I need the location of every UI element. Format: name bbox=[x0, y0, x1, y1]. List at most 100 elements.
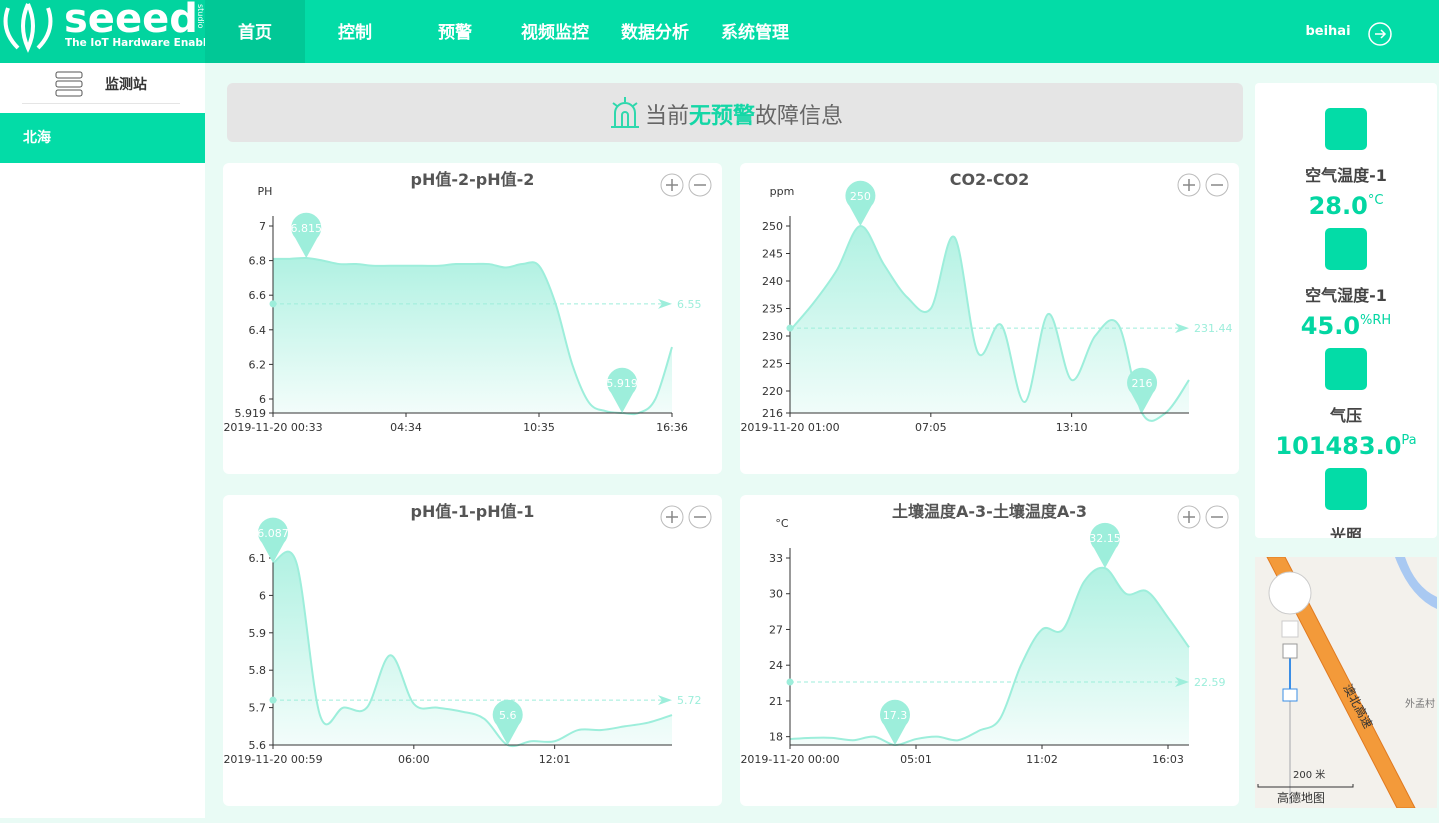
chart: CO2-CO2 ppm 216 220 225 230 235 240 245 250 2019-1… bbox=[740, 170, 1232, 434]
x-tick-label: 16:36 bbox=[656, 421, 688, 434]
average-arrow bbox=[658, 298, 672, 309]
y-tick-label: 245 bbox=[762, 248, 783, 261]
zoom-level bbox=[1289, 657, 1291, 695]
station-item[interactable]: 北海 bbox=[0, 113, 205, 163]
zoom-track bbox=[1289, 644, 1291, 804]
y-tick-label: 24 bbox=[769, 659, 783, 672]
alert-text: 当前无预警故障信息 bbox=[645, 98, 843, 130]
pin-label: 32.15 bbox=[1089, 532, 1121, 545]
zoom-in[interactable] bbox=[1282, 643, 1298, 659]
x-tick-label: 2019-11-20 00:59 bbox=[223, 753, 322, 766]
zoom-button[interactable] bbox=[1205, 505, 1229, 529]
average-arrow bbox=[658, 695, 672, 706]
y-tick-label: 5.919 bbox=[235, 407, 267, 420]
y-unit: PH bbox=[258, 185, 273, 198]
y-tick-label: 5.6 bbox=[249, 739, 267, 752]
chart-card: 土壤温度A-3-土壤温度A-3 °C 18 21 24 27 30 33 2019-11-20 … bbox=[740, 495, 1239, 806]
zoom-button[interactable] bbox=[688, 505, 712, 529]
y-tick-label: 220 bbox=[762, 385, 783, 398]
average-start bbox=[269, 300, 277, 308]
zoom-button[interactable] bbox=[1177, 505, 1201, 529]
alert-prefix: 当前 bbox=[645, 104, 690, 129]
x-tick-label: 12:01 bbox=[539, 753, 571, 766]
logo-side: studio bbox=[196, 4, 205, 29]
average-arrow bbox=[1175, 323, 1189, 334]
mark-pin bbox=[607, 367, 638, 413]
zoom-out[interactable] bbox=[1282, 688, 1298, 702]
area bbox=[790, 225, 1189, 421]
average-label: 6.55 bbox=[677, 298, 702, 311]
zoom-button[interactable] bbox=[660, 173, 684, 197]
map-canvas: 澳北高速 外孟村 200 米 高德地图 bbox=[1257, 557, 1437, 808]
y-tick-label: 6 bbox=[259, 589, 266, 602]
y-tick-label: 225 bbox=[762, 358, 783, 371]
zoom-button[interactable] bbox=[660, 505, 684, 529]
sensor-name: 光照 bbox=[1329, 526, 1362, 538]
chart-title: CO2-CO2 bbox=[950, 170, 1030, 189]
user-name[interactable]: beihai bbox=[1305, 24, 1351, 39]
alert-suffix: 故障信息 bbox=[755, 104, 844, 129]
sensor-name: 空气温度-1 bbox=[1305, 166, 1387, 185]
y-tick-label: 240 bbox=[762, 275, 783, 288]
line bbox=[789, 566, 1190, 747]
chart-card: pH值-2-pH值-2 PH 5.919 6 6.2 6.4 6.6 6.8 7 2019-11-… bbox=[223, 163, 722, 474]
y-tick-label: 6 bbox=[259, 393, 266, 406]
mark-pin bbox=[1090, 522, 1120, 569]
nav-item[interactable]: 视频监控 bbox=[521, 23, 589, 43]
sensor-icon bbox=[1325, 348, 1367, 390]
chart-title: pH值-1-pH值-1 bbox=[411, 502, 535, 521]
y-tick-label: 6.8 bbox=[249, 255, 267, 268]
average-label: 5.72 bbox=[677, 694, 702, 707]
provider-label: 高德地图 bbox=[1277, 790, 1325, 805]
zoom-button[interactable] bbox=[1177, 173, 1201, 197]
zoom-button[interactable] bbox=[688, 173, 712, 197]
icon-part bbox=[55, 71, 83, 79]
nav-item[interactable]: 首页 bbox=[205, 0, 305, 63]
y-tick-label: 33 bbox=[769, 552, 783, 565]
value-text: 28.0 bbox=[1308, 192, 1368, 220]
y-tick-label: 7 bbox=[259, 220, 266, 233]
sensor: 空气湿度-1 45.0%RH bbox=[1255, 228, 1437, 340]
x-tick-label: 11:02 bbox=[1026, 753, 1058, 766]
area bbox=[273, 257, 672, 415]
x-tick-label: 05:01 bbox=[900, 753, 932, 766]
sensor-icon bbox=[1325, 108, 1367, 150]
logout-button[interactable] bbox=[1367, 21, 1393, 47]
nav-item[interactable]: 预警 bbox=[438, 23, 472, 43]
mark-pin bbox=[492, 699, 523, 745]
sidebar: 监测站 北海 bbox=[0, 63, 205, 818]
divider bbox=[22, 103, 180, 104]
alert-banner: 当前无预警故障信息 bbox=[227, 83, 1243, 142]
y-tick-label: 6.1 bbox=[249, 552, 267, 565]
logo-tagline: The IoT Hardware Enabler bbox=[65, 37, 205, 49]
top-bar: seeed The IoT Hardware Enabler studio 首页… bbox=[0, 0, 1439, 63]
x-tick-label: 16:03 bbox=[1152, 753, 1184, 766]
mark-pin bbox=[845, 180, 876, 226]
y-tick-label: 18 bbox=[769, 731, 783, 744]
logo[interactable]: seeed The IoT Hardware Enabler studio bbox=[0, 0, 220, 63]
map[interactable]: 澳北高速 外孟村 200 米 高德地图 bbox=[1255, 557, 1437, 808]
nav-item[interactable]: 控制 bbox=[338, 23, 372, 43]
sensor: 气压 101483.0Pa bbox=[1255, 348, 1437, 460]
average-label: 22.59 bbox=[1194, 676, 1226, 689]
average-arrow bbox=[1175, 676, 1189, 687]
value-unit: Pa bbox=[1401, 433, 1417, 448]
mark-pin bbox=[291, 212, 322, 259]
zoom-button[interactable] bbox=[1205, 173, 1229, 197]
x-tick-label: 07:05 bbox=[915, 421, 947, 434]
value-unit: °C bbox=[1367, 193, 1384, 208]
sidebar-title: 监测站 bbox=[105, 77, 147, 93]
y-tick-label: 5.7 bbox=[249, 702, 267, 715]
button-glyph bbox=[666, 511, 678, 523]
river bbox=[1395, 557, 1437, 609]
x-tick-label: 2019-11-20 00:33 bbox=[223, 421, 322, 434]
locate-button[interactable] bbox=[1281, 620, 1299, 638]
sensor-name: 气压 bbox=[1329, 406, 1362, 425]
average-start bbox=[269, 696, 277, 704]
chart: 土壤温度A-3-土壤温度A-3 °C 18 21 24 27 30 33 2019-11-20 … bbox=[740, 502, 1229, 766]
pan-control[interactable] bbox=[1268, 571, 1312, 615]
pin-label: 5.919 bbox=[606, 377, 638, 390]
nav-item[interactable]: 系统管理 bbox=[721, 23, 789, 43]
nav-item[interactable]: 数据分析 bbox=[621, 23, 689, 43]
